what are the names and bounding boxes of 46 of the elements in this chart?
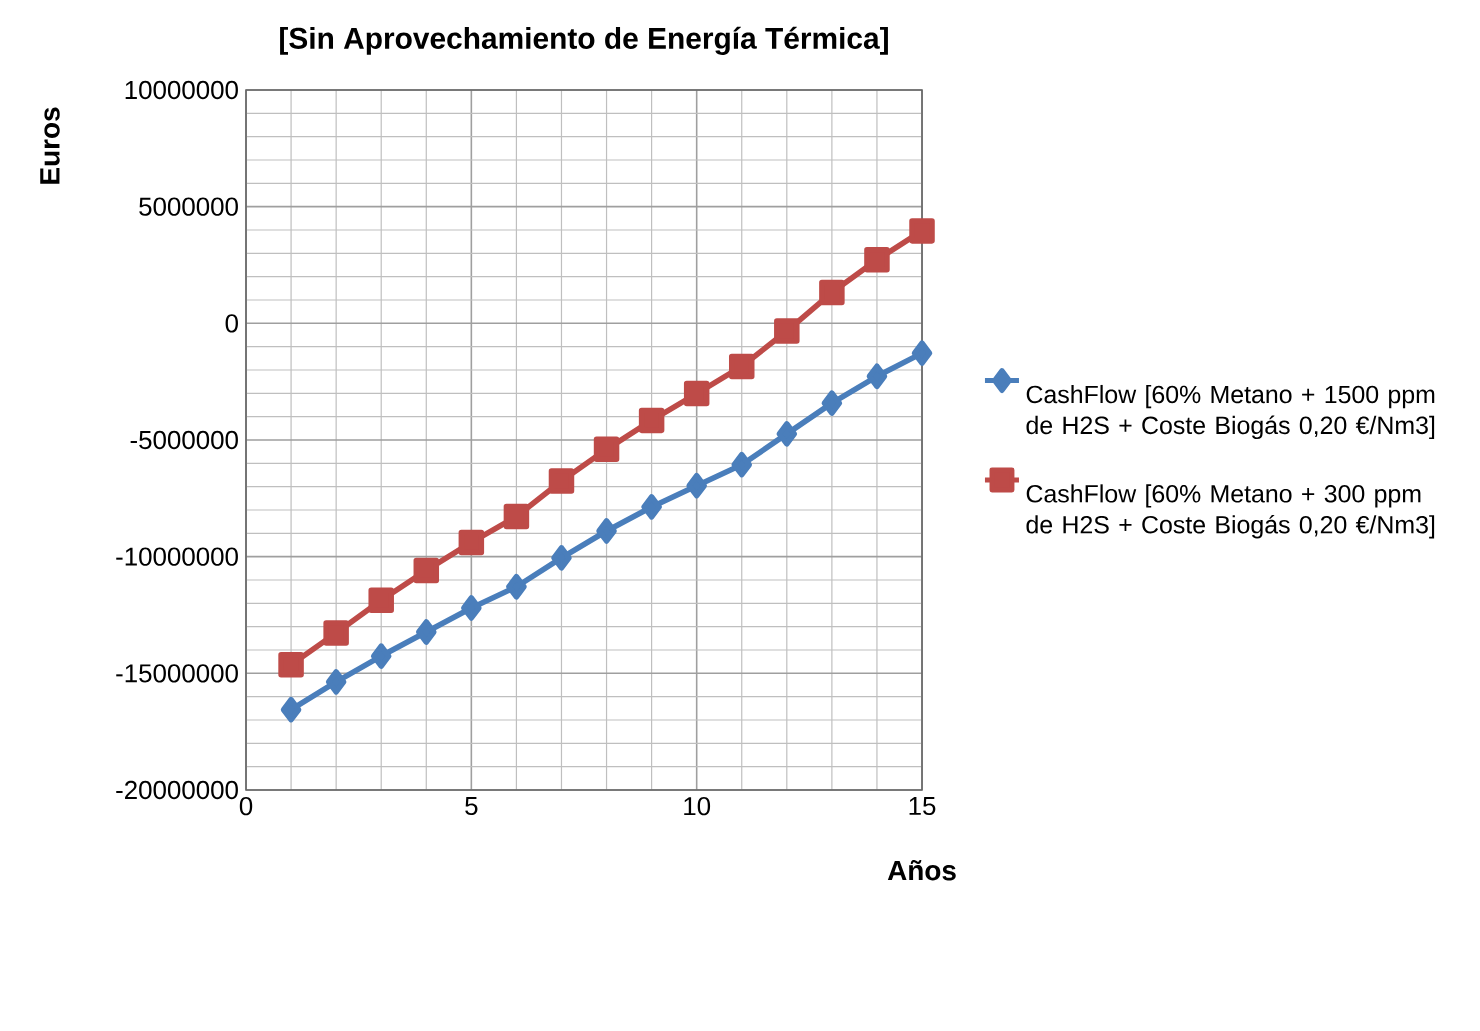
point [325, 669, 347, 695]
point [323, 620, 349, 646]
point [728, 353, 755, 380]
legend-label: CashFlow [60% Metano + 1500 ppm de H2S + Coste Biogás 0,20 €/Nm3] [1026, 384, 1435, 440]
x-tick-label: 10 [684, 797, 711, 816]
point [731, 451, 753, 478]
point [641, 494, 662, 520]
point [280, 696, 302, 723]
point [864, 247, 890, 273]
y-tick-label: -10000000 [116, 547, 238, 566]
point [551, 545, 572, 571]
y-axis-title: Euros [40, 107, 60, 184]
point [278, 651, 304, 678]
point [461, 595, 482, 621]
point [686, 472, 707, 499]
point [819, 279, 845, 306]
chart-title: [Sin Aprovechamiento de Energía Térmica] [280, 26, 888, 55]
y-tick-label: 5000000 [139, 197, 238, 216]
point [368, 587, 394, 614]
point [596, 518, 617, 544]
legend-label: CashFlow [60% Metano + 300 ppm de H2S + Coste Biogás 0,20 €/Nm3] [1026, 484, 1435, 539]
y-tick-label: 0 [225, 314, 238, 333]
x-tick-label: 0 [239, 797, 253, 816]
point [416, 619, 437, 645]
point [776, 421, 798, 447]
y-tick-label: -5000000 [130, 430, 238, 450]
point [593, 436, 620, 463]
x-axis-title: Años [887, 860, 956, 881]
point [458, 529, 485, 556]
point [503, 503, 530, 530]
point [911, 340, 933, 366]
point [638, 407, 665, 434]
x-tick-label: 5 [465, 797, 478, 816]
point [909, 218, 935, 244]
point [683, 380, 710, 407]
y-tick-label: 10000000 [125, 80, 238, 100]
point [866, 363, 888, 390]
point [413, 557, 440, 584]
point [506, 573, 527, 600]
point [774, 318, 800, 344]
y-tick-label: -15000000 [116, 664, 238, 683]
x-tick-label: 15 [909, 797, 936, 816]
point [821, 390, 843, 416]
point [370, 643, 392, 669]
point [548, 468, 575, 494]
y-tick-label: -20000000 [116, 780, 238, 800]
